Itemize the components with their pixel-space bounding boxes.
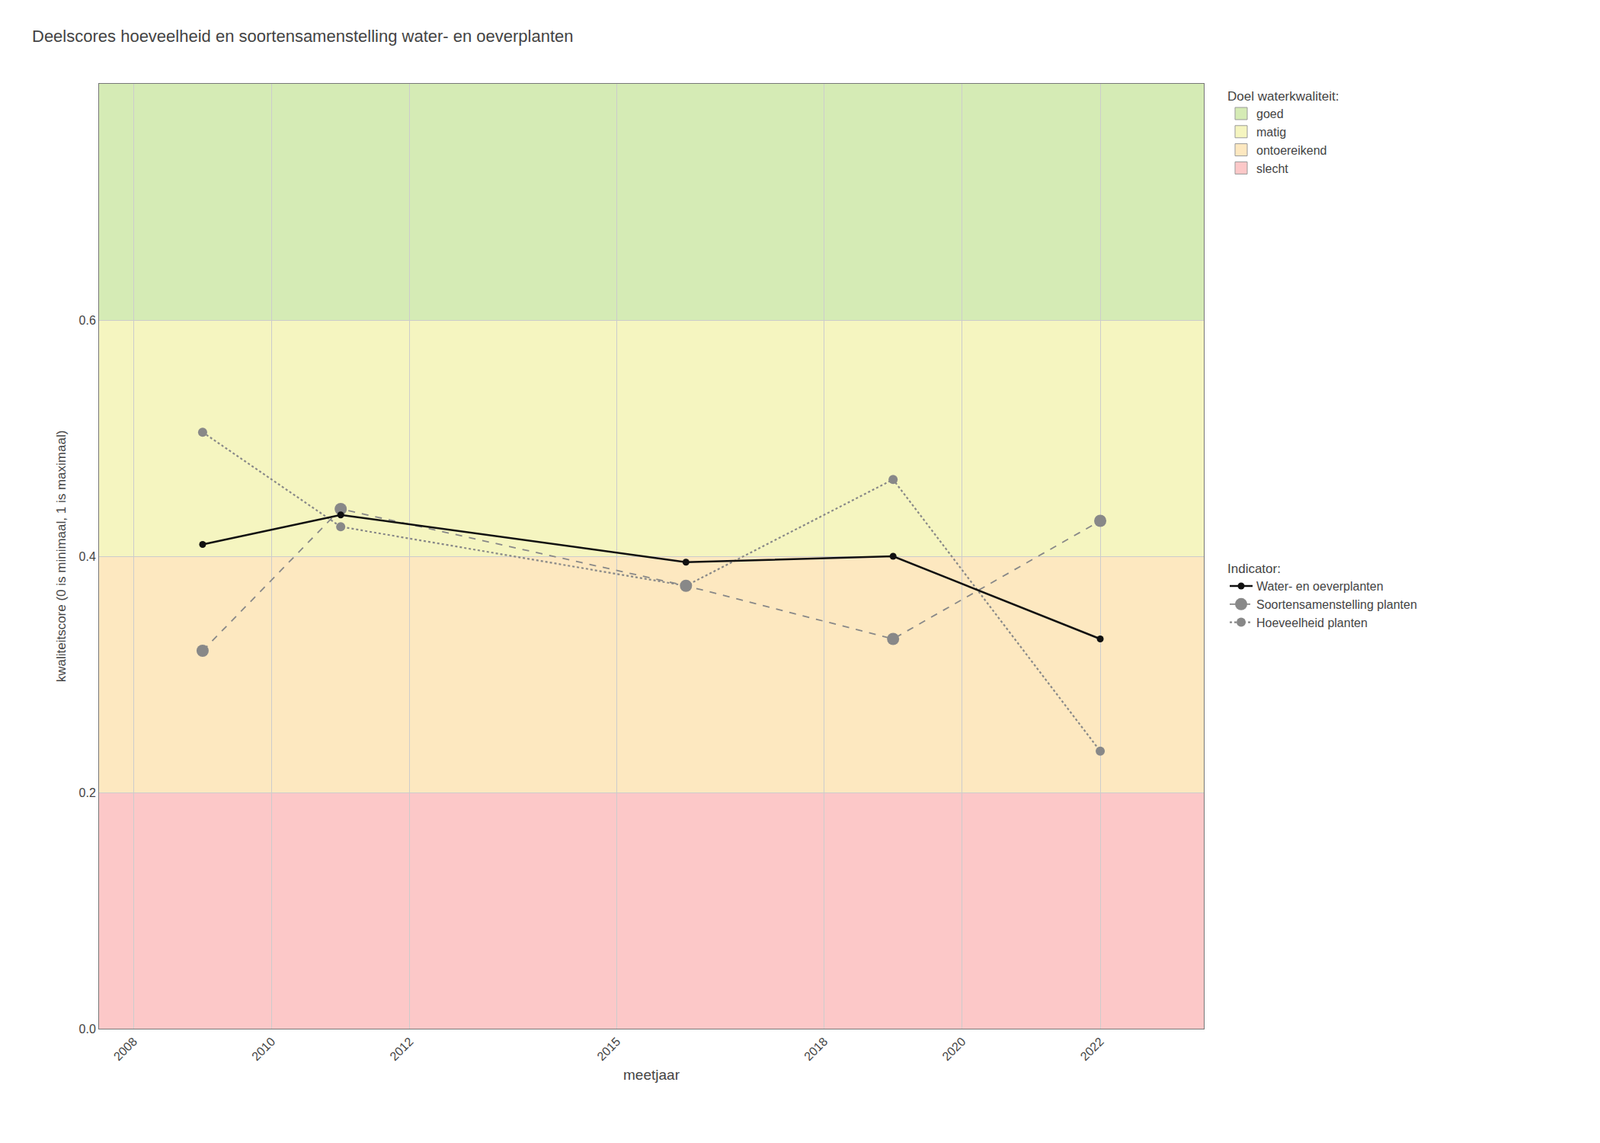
svg-text:0.4: 0.4 <box>79 550 96 564</box>
svg-text:0.0: 0.0 <box>79 1022 96 1036</box>
svg-text:Indicator:: Indicator: <box>1227 561 1281 576</box>
svg-text:goed: goed <box>1256 107 1284 121</box>
svg-text:2010: 2010 <box>249 1034 278 1063</box>
svg-text:2012: 2012 <box>387 1034 416 1063</box>
svg-text:meetjaar: meetjaar <box>623 1066 681 1083</box>
svg-text:ontoereikend: ontoereikend <box>1256 144 1328 157</box>
svg-text:2015: 2015 <box>594 1034 623 1063</box>
svg-text:0.6: 0.6 <box>79 313 96 327</box>
svg-text:Soortensamenstelling planten: Soortensamenstelling planten <box>1256 598 1418 612</box>
svg-text:2008: 2008 <box>111 1034 140 1063</box>
svg-text:2018: 2018 <box>801 1034 830 1063</box>
svg-text:Water- en oeverplanten: Water- en oeverplanten <box>1256 579 1384 593</box>
svg-text:slecht: slecht <box>1256 162 1289 176</box>
svg-text:2020: 2020 <box>939 1034 968 1063</box>
svg-text:0.2: 0.2 <box>79 786 96 800</box>
svg-text:Hoeveelheid planten: Hoeveelheid planten <box>1256 616 1368 630</box>
svg-text:Deelscores hoeveelheid en soor: Deelscores hoeveelheid en soortensamenst… <box>32 26 574 46</box>
svg-text:Doel waterkwaliteit:: Doel waterkwaliteit: <box>1227 89 1339 104</box>
svg-text:2022: 2022 <box>1078 1034 1107 1063</box>
svg-text:kwaliteitscore (0 is minimaal,: kwaliteitscore (0 is minimaal, 1 is maxi… <box>54 430 69 683</box>
svg-text:matig: matig <box>1256 125 1287 139</box>
